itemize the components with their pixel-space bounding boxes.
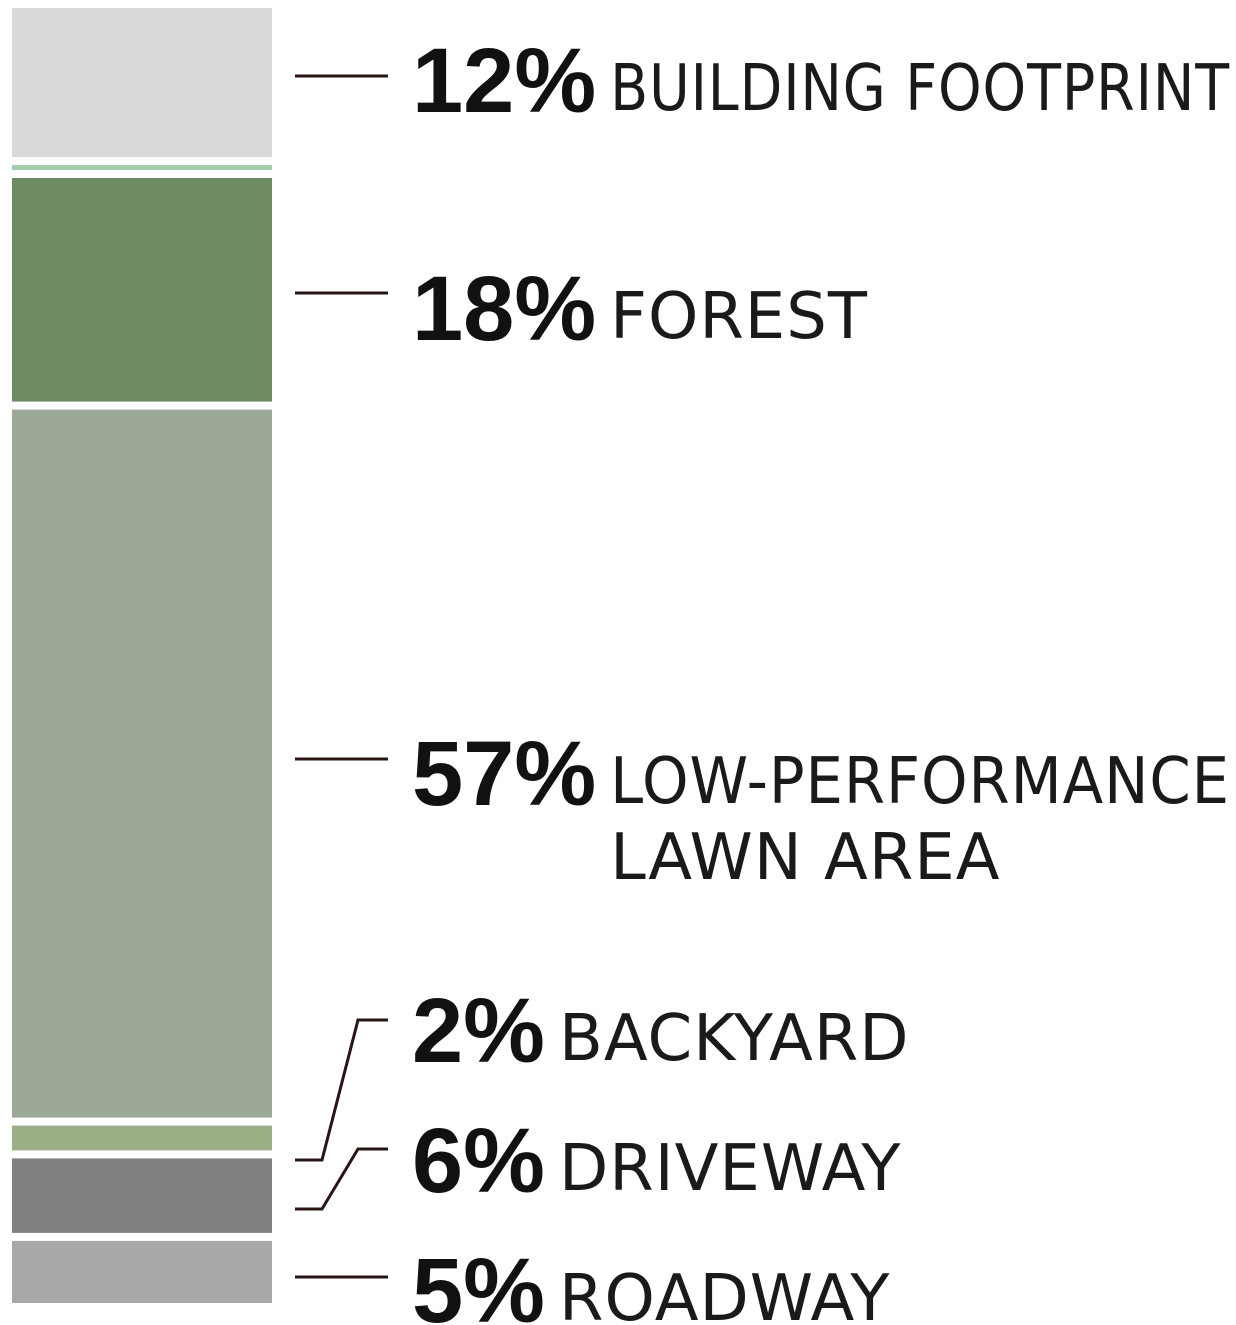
category-label-forest: FOREST (610, 280, 868, 354)
percent-label-forest: 18% (412, 258, 596, 360)
category-label-building: BUILDING FOOTPRINT (610, 52, 1230, 126)
category-label-driveway: DRIVEWAY (559, 1132, 902, 1206)
segment-labels: 12% BUILDING FOOTPRINT 18% FOREST 57% LOW-PER… (412, 30, 1230, 1325)
bar-segment-lawn (12, 409, 272, 1118)
bar-segment-building (12, 8, 272, 158)
percent-label-building: 12% (412, 30, 596, 132)
percent-label-driveway: 6% (412, 1110, 545, 1212)
category-label-lawn-line-1: LOW-PERFORMANCE (610, 745, 1230, 819)
percent-label-roadway: 5% (412, 1240, 545, 1325)
bar-segment-forest (12, 178, 272, 402)
bar-segment-roadway (12, 1240, 272, 1303)
percent-label-backyard: 2% (412, 980, 545, 1082)
bar-segment-strip (12, 165, 272, 171)
percent-label-lawn: 57% (412, 723, 596, 825)
leader-lines (295, 74, 388, 1279)
bar-segment-driveway (12, 1158, 272, 1233)
leader-line-driveway (295, 1147, 388, 1211)
category-label-roadway: ROADWAY (559, 1262, 890, 1325)
bar-segments (12, 8, 272, 1303)
category-label-lawn-line-2: LAWN AREA (610, 821, 1000, 895)
bar-segment-backyard (12, 1125, 272, 1151)
leader-line-backyard (295, 1018, 388, 1162)
category-label-backyard: BACKYARD (559, 1002, 910, 1076)
